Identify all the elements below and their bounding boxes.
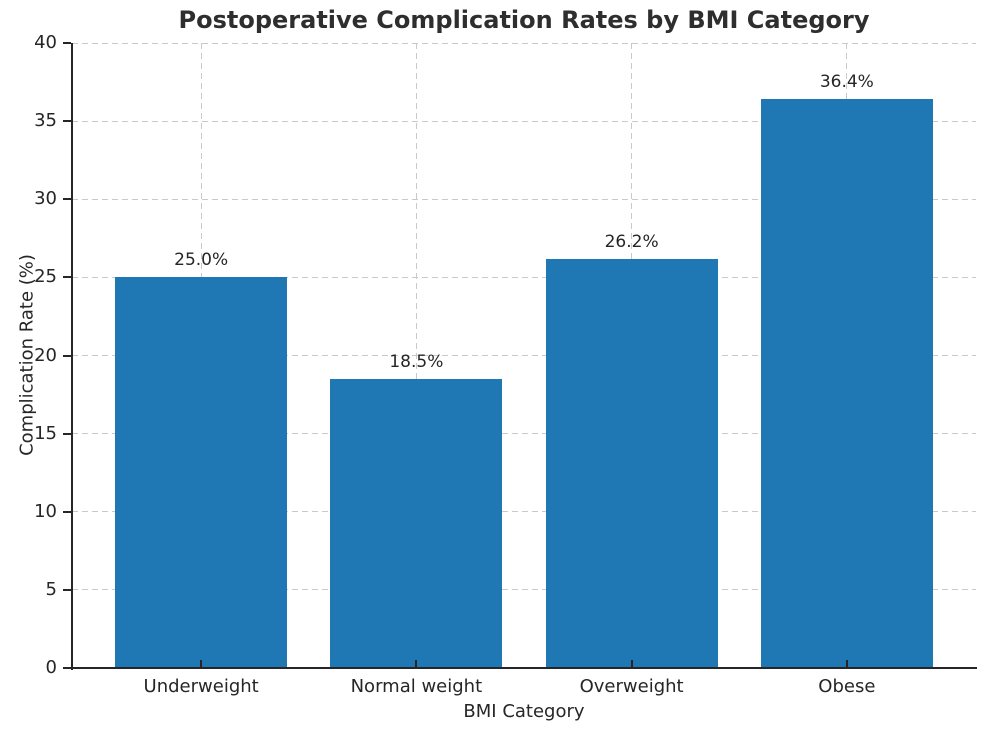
y-tick-mark: [63, 588, 71, 591]
gridline-horizontal: [72, 120, 976, 122]
x-axis-spine: [71, 667, 977, 669]
chart-title: Postoperative Complication Rates by BMI …: [178, 6, 870, 34]
y-tick-mark: [63, 354, 71, 357]
y-tick-mark: [63, 667, 71, 669]
y-tick-mark: [63, 510, 71, 513]
y-tick-label: 40: [34, 32, 57, 53]
bar-value-label: 18.5%: [389, 351, 444, 372]
y-tick-mark: [63, 120, 71, 123]
plot-area: 0 5 10 15 20 25 30 35 40 25.0% Underweight 18.5% Nor…: [34, 32, 977, 697]
x-tick-label: Overweight: [579, 676, 684, 697]
y-tick-mark: [63, 198, 71, 201]
bar: [115, 277, 288, 668]
x-axis-label: BMI Category: [463, 701, 585, 722]
y-tick-label: 30: [34, 188, 57, 210]
bar: [760, 99, 933, 668]
x-tick-label: Underweight: [143, 676, 259, 697]
x-tick-label: Obese: [818, 676, 876, 697]
x-tick-label: Normal weight: [350, 676, 483, 697]
bar: [330, 378, 503, 668]
y-axis-spine: [71, 43, 73, 670]
gridline-horizontal: [72, 42, 976, 44]
y-tick-label: 10: [34, 500, 57, 522]
gridline-horizontal: [72, 355, 976, 356]
gridline-horizontal: [72, 589, 976, 591]
y-tick-label: 5: [45, 578, 57, 600]
x-tick-mark: [200, 660, 203, 668]
y-tick-mark: [63, 276, 71, 279]
y-tick-mark: [63, 42, 71, 44]
y-tick-label: 35: [34, 110, 57, 132]
x-tick-mark: [415, 660, 418, 668]
y-tick-label: 25: [34, 266, 57, 288]
y-tick-label: 0: [45, 657, 57, 678]
gridline-horizontal: [72, 433, 976, 435]
gridline-horizontal: [72, 276, 976, 278]
bar-value-label: 25.0%: [174, 250, 229, 271]
bar-value-label: 36.4%: [819, 72, 874, 93]
y-tick-label: 20: [34, 344, 57, 366]
y-tick-mark: [63, 432, 71, 435]
gridline-horizontal: [72, 511, 976, 513]
x-tick-mark: [630, 660, 633, 668]
bar-value-label: 26.2%: [604, 231, 659, 252]
y-tick-label: 15: [34, 422, 57, 444]
gridline-vertical: [415, 43, 417, 668]
bar: [545, 258, 718, 668]
x-tick-mark: [845, 660, 848, 668]
gridline-horizontal: [72, 198, 976, 200]
